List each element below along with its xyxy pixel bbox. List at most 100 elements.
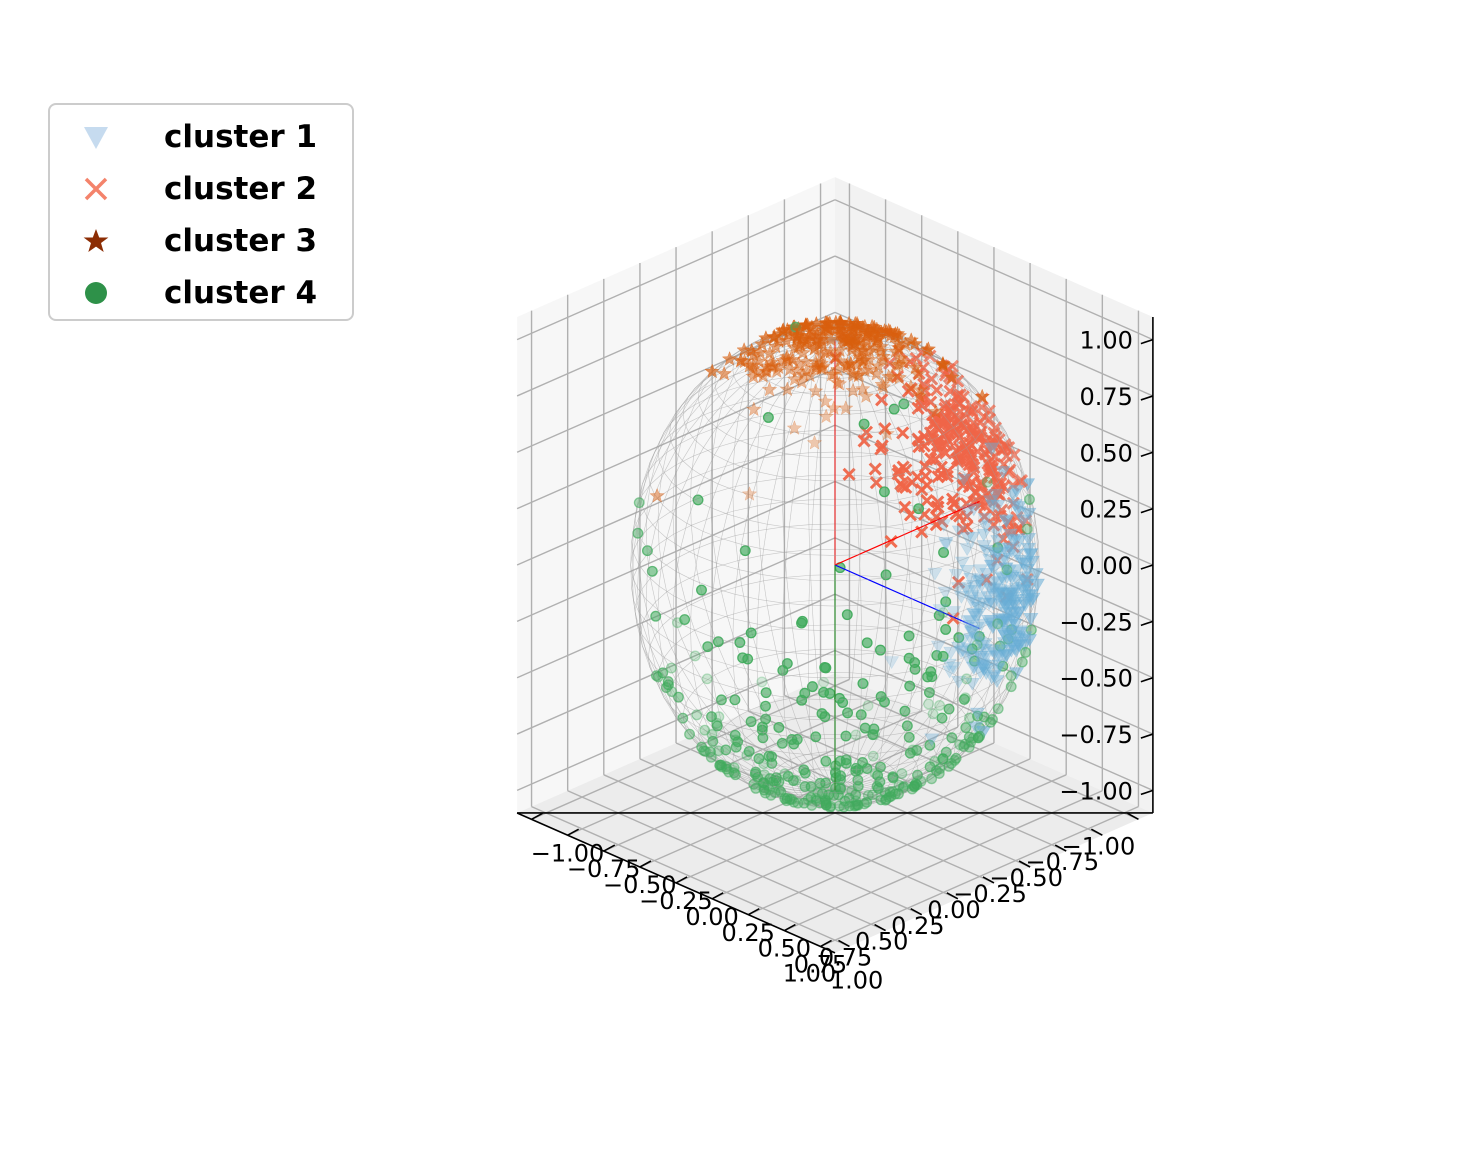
data-point bbox=[913, 503, 925, 515]
wireframe-segment bbox=[715, 733, 720, 741]
wireframe-segment bbox=[662, 625, 672, 649]
wireframe-segment bbox=[691, 652, 705, 662]
wireframe-segment bbox=[717, 645, 728, 669]
wireframe-segment bbox=[671, 413, 682, 423]
data-point bbox=[926, 773, 938, 785]
wireframe-segment bbox=[650, 578, 656, 602]
wireframe-segment bbox=[813, 625, 816, 650]
data-point bbox=[855, 709, 867, 721]
wireframe-segment bbox=[733, 754, 753, 767]
wireframe-segment bbox=[708, 702, 717, 710]
data-point bbox=[919, 342, 935, 358]
wireframe-segment bbox=[713, 535, 736, 543]
data-point bbox=[846, 785, 858, 797]
wireframe-segment bbox=[741, 384, 747, 403]
wireframe-segment bbox=[760, 551, 785, 556]
wireframe-segment bbox=[762, 748, 770, 753]
data-point bbox=[734, 637, 746, 648]
wireframe-segment bbox=[873, 757, 880, 761]
data-point bbox=[842, 707, 854, 719]
wireframe-segment bbox=[752, 634, 760, 659]
wireframe-segment bbox=[892, 630, 899, 655]
wireframe-segment bbox=[966, 574, 973, 599]
wireframe-segment bbox=[885, 412, 910, 417]
wireframe-segment bbox=[782, 412, 785, 434]
data-point bbox=[879, 696, 890, 708]
wireframe-segment bbox=[702, 591, 722, 599]
wireframe-segment bbox=[998, 422, 1008, 443]
wireframe-segment bbox=[909, 416, 912, 437]
wireframe-segment bbox=[694, 396, 710, 406]
data-point bbox=[699, 745, 711, 757]
gridline bbox=[516, 255, 836, 397]
wireframe-segment bbox=[733, 505, 758, 512]
data-point bbox=[985, 716, 997, 728]
data-point bbox=[936, 712, 948, 724]
tick-label-z: 1.00 bbox=[1079, 327, 1132, 355]
wireframe-segment bbox=[858, 737, 868, 754]
wireframe-segment bbox=[636, 588, 643, 601]
wireframe-segment bbox=[933, 748, 937, 755]
wireframe-segment bbox=[641, 578, 651, 590]
data-point bbox=[884, 535, 898, 549]
data-point bbox=[773, 721, 785, 733]
wireframe-segment bbox=[733, 511, 736, 536]
wireframe-segment bbox=[693, 448, 714, 457]
wireframe-segment bbox=[977, 660, 988, 670]
wireframe-segment bbox=[688, 381, 704, 398]
wireframe-segment bbox=[857, 375, 860, 392]
data-point bbox=[929, 755, 941, 767]
data-point bbox=[964, 448, 978, 462]
data-point bbox=[1016, 656, 1028, 668]
wireframe-segment bbox=[936, 754, 938, 761]
wireframe-segment bbox=[786, 577, 790, 603]
data-point bbox=[1021, 523, 1033, 535]
legend-item-cluster-1: cluster 1 bbox=[50, 111, 352, 163]
wireframe-segment bbox=[885, 741, 894, 746]
wireframe-segment bbox=[834, 624, 857, 626]
wireframe-segment bbox=[1022, 612, 1028, 624]
wireframe-segment bbox=[985, 707, 988, 716]
wireframe-segment bbox=[760, 397, 764, 417]
data-point bbox=[829, 351, 843, 365]
data-point bbox=[1020, 572, 1034, 586]
data-point bbox=[842, 467, 856, 481]
data-point bbox=[917, 377, 931, 391]
wireframe-segment bbox=[661, 567, 667, 592]
wireframe-segment bbox=[994, 678, 1000, 689]
data-point bbox=[960, 722, 972, 734]
wireframe-segment bbox=[647, 601, 656, 613]
wireframe-segment bbox=[1014, 578, 1020, 602]
wireframe-segment bbox=[734, 535, 739, 561]
wireframe-segment bbox=[948, 566, 954, 592]
gridline bbox=[834, 255, 1154, 397]
wireframe-segment bbox=[811, 600, 814, 626]
wireframe-segment bbox=[834, 599, 859, 601]
data-point bbox=[1007, 448, 1021, 462]
data-point bbox=[938, 547, 950, 558]
wireframe-segment bbox=[666, 432, 674, 453]
data-point bbox=[671, 617, 683, 629]
wireframe-segment bbox=[732, 481, 757, 488]
wireframe-segment bbox=[713, 427, 717, 449]
legend-label: cluster 3 bbox=[164, 223, 318, 259]
wireframe-segment bbox=[776, 650, 796, 655]
wireframe-segment bbox=[834, 781, 849, 791]
wireframe-segment bbox=[930, 695, 944, 716]
data-point bbox=[820, 755, 832, 767]
data-point bbox=[959, 692, 971, 704]
wireframe-segment bbox=[690, 501, 692, 526]
wireframe-segment bbox=[780, 765, 799, 777]
wireframe-segment bbox=[693, 434, 698, 456]
wireframe-segment bbox=[688, 690, 695, 699]
wireframe-segment bbox=[956, 517, 960, 543]
wireframe-segment bbox=[884, 748, 902, 763]
wireframe-segment bbox=[670, 413, 676, 424]
data-point bbox=[739, 545, 751, 557]
wireframe-segment bbox=[850, 795, 866, 800]
wireframe-segment bbox=[795, 649, 816, 652]
wireframe-segment bbox=[953, 682, 967, 703]
wireframe-segment bbox=[691, 470, 712, 479]
wireframe-segment bbox=[857, 575, 860, 601]
wireframe-segment bbox=[975, 669, 988, 691]
